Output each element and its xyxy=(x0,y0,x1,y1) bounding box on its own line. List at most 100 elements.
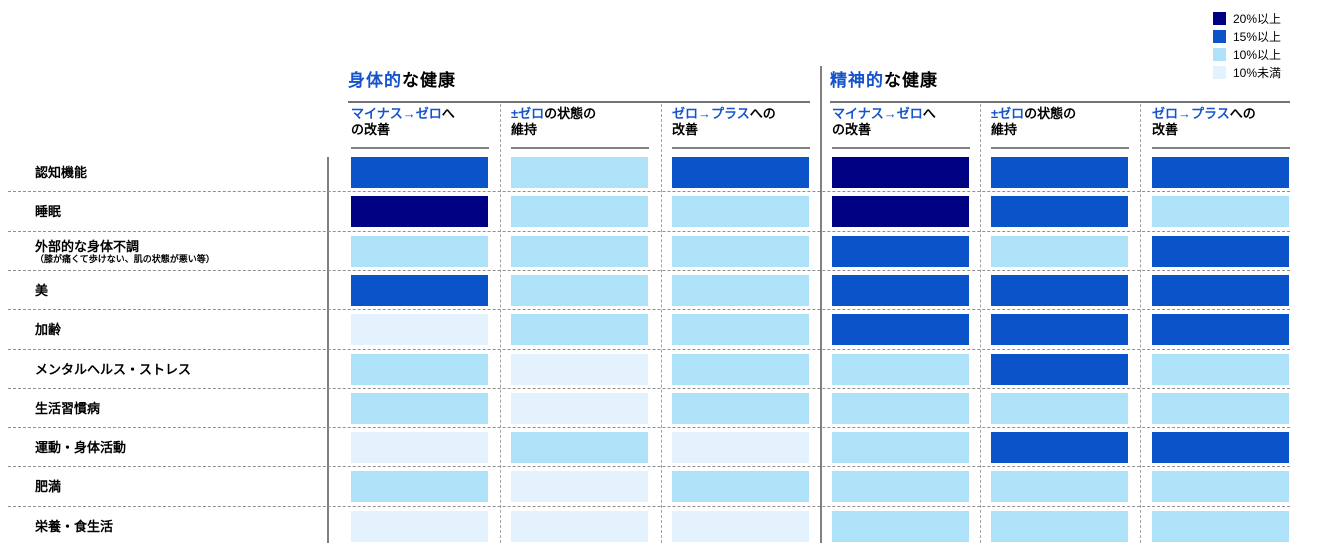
column-header-line2: の改善 xyxy=(351,122,391,137)
heatmap-cell-r5c1 xyxy=(351,314,488,345)
heatmap-cell-r1c5 xyxy=(991,157,1128,188)
row-label-text: 美 xyxy=(35,283,49,298)
legend: 20%以上 15%以上 10%以上 10%未満 xyxy=(1213,9,1281,81)
legend-swatch-lt10 xyxy=(1213,65,1226,79)
heatmap-cell-r4c2 xyxy=(511,275,648,306)
heatmap-cell-r4c6 xyxy=(1152,275,1289,306)
legend-item: 10%未満 xyxy=(1213,63,1281,81)
heatmap-cell-r7c1 xyxy=(351,393,488,424)
heatmap-cell-r1c3 xyxy=(672,157,809,188)
heatmap-cell-r9c1 xyxy=(351,471,488,502)
heatmap-cell-r3c6 xyxy=(1152,236,1289,267)
heatmap-cell-r8c5 xyxy=(991,432,1128,463)
heatmap-cell-r5c4 xyxy=(832,314,969,345)
row-separator xyxy=(8,231,1290,232)
heatmap-cell-r5c3 xyxy=(672,314,809,345)
row-label-lifestyle-disease: 生活習慣病 xyxy=(35,393,320,424)
heatmap-cell-r1c4 xyxy=(832,157,969,188)
heatmap-cell-r3c1 xyxy=(351,236,488,267)
heatmap-cell-r9c4 xyxy=(832,471,969,502)
row-label-text: 睡眠 xyxy=(35,204,62,219)
column-header-highlight: マイナス→ゼロ xyxy=(351,106,442,121)
heatmap-cell-r8c6 xyxy=(1152,432,1289,463)
group-title-mental: 精神的な健康 xyxy=(830,66,938,91)
column-separator xyxy=(500,104,501,543)
legend-item: 10%以上 xyxy=(1213,45,1281,63)
column-header-line2: 改善 xyxy=(1152,122,1179,137)
row-label-beauty: 美 xyxy=(35,275,320,306)
heatmap-cell-r6c2 xyxy=(511,354,648,385)
heatmap-cell-r3c4 xyxy=(832,236,969,267)
legend-swatch-ge20 xyxy=(1213,11,1226,25)
row-separator xyxy=(8,191,1290,192)
legend-swatch-ge10 xyxy=(1213,47,1226,61)
column-header-line2: 維持 xyxy=(991,122,1018,137)
heatmap-cell-r8c1 xyxy=(351,432,488,463)
heatmap-cell-r4c5 xyxy=(991,275,1128,306)
group-title-highlight: 精神的 xyxy=(830,71,884,90)
row-separator xyxy=(8,309,1290,310)
row-separator xyxy=(8,427,1290,428)
heatmap-cell-r1c2 xyxy=(511,157,648,188)
heatmap-cell-r2c6 xyxy=(1152,196,1289,227)
group-underline xyxy=(830,101,1290,103)
heatmap-cell-r6c3 xyxy=(672,354,809,385)
row-label-cognitive-function: 認知機能 xyxy=(35,157,320,188)
heatmap-cell-r3c3 xyxy=(672,236,809,267)
heatmap-cell-r6c4 xyxy=(832,354,969,385)
legend-label: 15%以上 xyxy=(1233,29,1282,44)
row-label-aging: 加齢 xyxy=(35,314,320,345)
heatmap-cell-r10c4 xyxy=(832,511,969,542)
column-header-ment-minus-to-zero: マイナス→ゼロへ の改善 xyxy=(832,106,970,149)
row-separator xyxy=(8,466,1290,467)
heatmap-cell-r10c6 xyxy=(1152,511,1289,542)
heatmap-cell-r10c1 xyxy=(351,511,488,542)
column-header-rest: へ xyxy=(922,106,936,121)
heatmap-cell-r7c6 xyxy=(1152,393,1289,424)
row-label-text: 加齢 xyxy=(35,322,62,337)
legend-label: 20%以上 xyxy=(1233,11,1282,26)
legend-swatch-ge15 xyxy=(1213,29,1226,43)
heatmap-cell-r2c4 xyxy=(832,196,969,227)
heatmap-cell-r5c5 xyxy=(991,314,1128,345)
heatmap-cell-r8c4 xyxy=(832,432,969,463)
row-separator xyxy=(8,506,1290,507)
heatmap-cell-r7c5 xyxy=(991,393,1128,424)
column-header-line2: 改善 xyxy=(672,122,699,137)
heatmap-cell-r8c2 xyxy=(511,432,648,463)
row-label-sleep: 睡眠 xyxy=(35,196,320,227)
heatmap-cell-r1c1 xyxy=(351,157,488,188)
heatmap-cell-r4c4 xyxy=(832,275,969,306)
heatmap-cell-r3c2 xyxy=(511,236,648,267)
heatmap-cell-r4c3 xyxy=(672,275,809,306)
heatmap-cell-r3c5 xyxy=(991,236,1128,267)
group-title-rest: な健康 xyxy=(884,71,938,90)
heatmap-cell-r6c6 xyxy=(1152,354,1289,385)
legend-label: 10%以上 xyxy=(1233,47,1282,62)
row-label-mental-health-stress: メンタルヘルス・ストレス xyxy=(35,354,320,385)
column-header-phys-maintain-zero: ±ゼロの状態の 維持 xyxy=(511,106,649,149)
column-separator xyxy=(661,104,662,543)
heatmap-cell-r9c5 xyxy=(991,471,1128,502)
heatmap-cell-r7c2 xyxy=(511,393,648,424)
heatmap-cell-r2c2 xyxy=(511,196,648,227)
column-header-line2: の改善 xyxy=(832,122,872,137)
row-label-nutrition-diet: 栄養・食生活 xyxy=(35,511,320,542)
heatmap-cell-r9c2 xyxy=(511,471,648,502)
heatmap-cell-r7c3 xyxy=(672,393,809,424)
heatmap-cell-r5c6 xyxy=(1152,314,1289,345)
row-label-text: 運動・身体活動 xyxy=(35,440,127,455)
column-header-line2: 維持 xyxy=(511,122,538,137)
row-label-external-physical-issues: 外部的な身体不調 （膝が痛くて歩けない、肌の状態が悪い等） xyxy=(35,236,320,267)
heatmap-cell-r6c1 xyxy=(351,354,488,385)
column-header-rest: の状態の xyxy=(544,106,597,121)
heatmap-cell-r2c3 xyxy=(672,196,809,227)
column-header-rest: へ xyxy=(441,106,455,121)
row-label-obesity: 肥満 xyxy=(35,471,320,502)
heatmap-cell-r2c1 xyxy=(351,196,488,227)
column-header-phys-zero-to-plus: ゼロ→プラスへの 改善 xyxy=(672,106,810,149)
row-label-text: 生活習慣病 xyxy=(35,401,101,416)
heatmap-cell-r9c3 xyxy=(672,471,809,502)
column-header-highlight: マイナス→ゼロ xyxy=(832,106,923,121)
legend-label: 10%未満 xyxy=(1233,65,1282,80)
